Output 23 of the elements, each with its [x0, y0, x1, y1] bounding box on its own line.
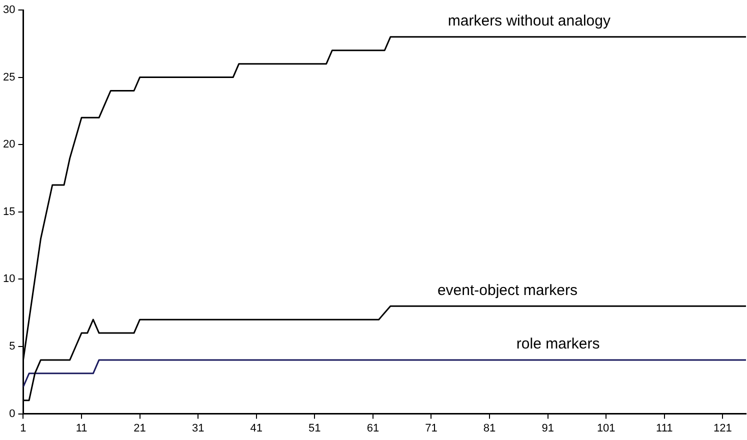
y-tick-label: 0: [9, 408, 16, 420]
x-tick-label: 91: [542, 422, 554, 434]
y-tick-label: 30: [2, 4, 16, 16]
y-tick-label: 20: [2, 138, 16, 151]
x-tick-label: 101: [596, 422, 616, 434]
x-tick-label: 121: [714, 422, 732, 434]
x-tick-label: 61: [366, 422, 380, 434]
y-tick-label: 25: [2, 71, 16, 84]
y-tick-label: 5: [9, 340, 16, 353]
y-tick-label: 10: [2, 273, 16, 286]
x-tick-label: 41: [250, 422, 263, 434]
x-tick-label: 31: [192, 422, 204, 434]
x-tick-label: 11: [76, 422, 88, 434]
series-label: event-object markers: [437, 282, 578, 299]
y-tick-label: 15: [2, 206, 16, 218]
x-tick-label: 111: [656, 422, 673, 434]
series-label: markers without analogy: [448, 12, 611, 30]
x-tick-label: 71: [425, 422, 438, 434]
x-tick-label: 1: [20, 422, 26, 434]
x-tick-label: 51: [308, 422, 321, 434]
x-tick-label: 21: [134, 422, 146, 434]
series-label: role markers: [516, 336, 600, 353]
x-tick-label: 81: [483, 422, 496, 434]
